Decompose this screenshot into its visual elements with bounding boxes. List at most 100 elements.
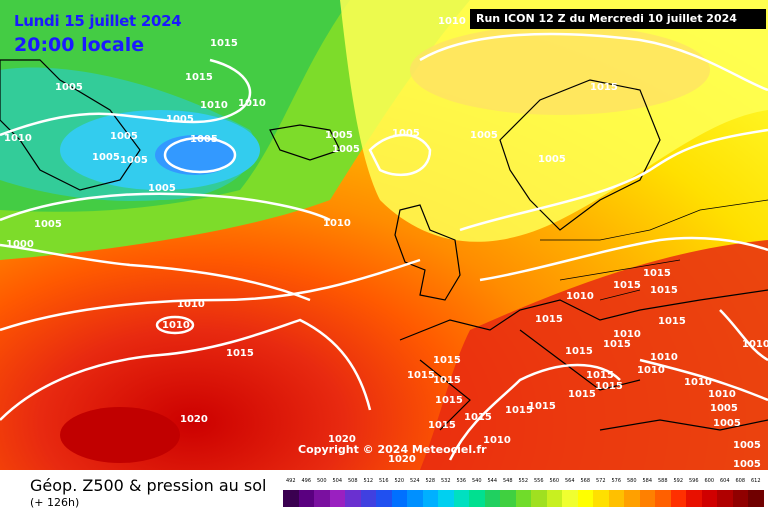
scale-swatch	[562, 490, 578, 507]
isobar-label: 1010	[323, 218, 351, 229]
scale-swatch	[500, 490, 516, 507]
scale-tick-label: 572	[595, 478, 606, 484]
isobar-label: 1015	[433, 355, 461, 366]
scale-swatch	[469, 490, 485, 507]
greenland-outline	[0, 59, 141, 191]
british-isles-outline	[394, 204, 461, 301]
isobar-label: 1020	[328, 434, 356, 445]
scandinavia-outline	[499, 79, 661, 231]
isobar-label: 1005	[710, 403, 738, 414]
isobar-label: 1010	[637, 365, 665, 376]
isobar-label: 1015	[435, 395, 463, 406]
isobar-label: 1005	[733, 459, 761, 470]
isobar-label: 1005	[733, 440, 761, 451]
scale-tick-label: 520	[394, 478, 405, 484]
continent-coastlines	[399, 289, 768, 431]
scale-tick-label: 500	[316, 478, 327, 484]
isobar-label: 1015	[210, 38, 238, 49]
isobar-label: 1015	[185, 72, 213, 83]
isobar-label: 1015	[590, 82, 618, 93]
scale-tick-label: 516	[378, 478, 389, 484]
isobar-label: 1005	[332, 144, 360, 155]
scale-swatch	[531, 490, 547, 507]
isobar-label: 1015	[464, 412, 492, 423]
isobar-label: 1005	[166, 114, 194, 125]
scale-swatch	[670, 490, 686, 507]
isobar-label: 1010	[4, 133, 32, 144]
scale-tick-label: 556	[533, 478, 544, 484]
scale-swatch	[624, 490, 640, 507]
z500-map	[0, 0, 768, 470]
scale-swatch	[407, 490, 423, 507]
field-lightorange	[410, 25, 710, 115]
isobar-label: 1010	[177, 299, 205, 310]
isobar-label: 1005	[190, 134, 218, 145]
scale-swatch	[391, 490, 407, 507]
scale-swatch	[345, 490, 361, 507]
scale-tick-label: 600	[704, 478, 715, 484]
copyright-text: Copyright © 2024 Meteociel.fr	[298, 443, 487, 456]
scale-swatch	[453, 490, 469, 507]
isobar-label: 1005	[120, 155, 148, 166]
isobar-label: 1020	[180, 414, 208, 425]
color-scale-ticks: 492 496 500 504 508 512 516 520 524 528 532 536 540 5…	[283, 478, 764, 484]
isobar-label: 1015	[603, 339, 631, 350]
isobar-label: 1010	[742, 339, 768, 350]
scale-tick-label: 584	[642, 478, 653, 484]
model-run-label: Run ICON 12 Z du Mercredi 10 juillet 202…	[470, 9, 766, 29]
isobar-label: 1010	[438, 16, 466, 27]
isobar-label: 1015	[226, 348, 254, 359]
scale-swatch	[484, 490, 500, 507]
isobar-label: 1010	[238, 98, 266, 109]
isobar-label: 1005	[713, 418, 741, 429]
iceland-outline	[269, 124, 341, 161]
scale-tick-label: 608	[735, 478, 746, 484]
isobar-label: 1010	[566, 291, 594, 302]
scale-swatch	[732, 490, 748, 507]
scale-swatch	[701, 490, 717, 507]
isobar-label: 1010	[483, 435, 511, 446]
scale-tick-label: 564	[564, 478, 575, 484]
scale-swatch	[283, 490, 299, 507]
isobar-lines	[0, 32, 768, 461]
scale-tick-label: 596	[688, 478, 699, 484]
scale-tick-label: 568	[580, 478, 591, 484]
scale-swatch	[438, 490, 454, 507]
scale-swatch	[298, 490, 314, 507]
isobar-label: 1010	[613, 329, 641, 340]
legend-title: Géop. Z500 & pression au sol	[30, 476, 267, 495]
scale-tick-label: 504	[332, 478, 343, 484]
isobar-label: 1010	[684, 377, 712, 388]
scale-tick-label: 536	[456, 478, 467, 484]
isobar-label: 1015	[650, 285, 678, 296]
scale-tick-label: 604	[719, 478, 730, 484]
isobar-label: 1010	[162, 320, 190, 331]
scale-tick-label: 548	[502, 478, 513, 484]
scale-swatch	[422, 490, 438, 507]
scale-swatch	[686, 490, 702, 507]
isobar-label: 1010	[708, 389, 736, 400]
valid-date: Lundi 15 juillet 2024	[14, 12, 182, 30]
isobar-label: 1015	[613, 280, 641, 291]
isobar-label: 1005	[470, 130, 498, 141]
isobar-label: 1020	[388, 454, 416, 465]
isobar-label: 1015	[505, 405, 533, 416]
scale-swatch	[748, 490, 764, 507]
scale-tick-label: 532	[440, 478, 451, 484]
scale-tick-label: 540	[471, 478, 482, 484]
scale-tick-label: 496	[301, 478, 312, 484]
scale-tick-label: 592	[673, 478, 684, 484]
color-scale	[283, 490, 764, 507]
scale-tick-label: 508	[347, 478, 358, 484]
scale-swatch	[360, 490, 376, 507]
scale-tick-label: 576	[611, 478, 622, 484]
scale-tick-label: 544	[487, 478, 498, 484]
scale-swatch	[717, 490, 733, 507]
isobar-label: 1005	[110, 131, 138, 142]
isobar-label: 1010	[200, 100, 228, 111]
isobar-label: 1015	[658, 316, 686, 327]
isobar-label: 1015	[595, 381, 623, 392]
scale-tick-label: 528	[425, 478, 436, 484]
scale-tick-label: 580	[626, 478, 637, 484]
low-core	[155, 135, 235, 175]
